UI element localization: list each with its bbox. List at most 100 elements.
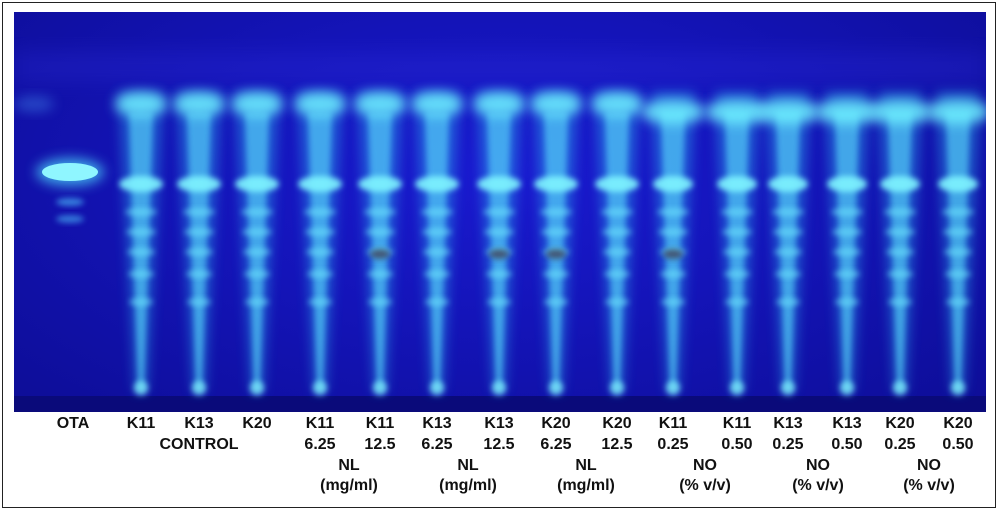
- ota-standard-lane: [14, 96, 104, 223]
- lane-minor-band: [773, 228, 803, 236]
- lane-main-band: [477, 176, 521, 192]
- lane-minor-band: [946, 298, 970, 306]
- lane-minor-band: [125, 208, 157, 216]
- lane-main-band: [235, 176, 279, 192]
- concentration-label: 6.25: [540, 436, 572, 453]
- lane-minor-band: [832, 228, 862, 236]
- lane-minor-band: [308, 298, 332, 306]
- lane-main-band: [880, 176, 920, 192]
- lane-label: K13: [484, 415, 514, 432]
- tlc-plate-photo: [14, 12, 986, 412]
- lane-main-band: [415, 176, 459, 192]
- lane-top-band: [115, 92, 167, 116]
- lane-minor-band: [129, 298, 153, 306]
- concentration-label: 0.25: [884, 436, 916, 453]
- lane-dark-spot: [370, 249, 390, 259]
- group-name-label: NL: [575, 457, 597, 474]
- lane-minor-band: [725, 298, 749, 306]
- concentration-label: 0.50: [831, 436, 863, 453]
- lane-label: K11: [126, 415, 156, 432]
- lane-minor-band: [724, 270, 750, 278]
- concentration-label: 0.25: [657, 436, 689, 453]
- lane-main-band: [358, 176, 402, 192]
- lane-minor-band: [884, 208, 916, 216]
- lane-minor-band: [486, 270, 512, 278]
- tlc-plate-image: [14, 52, 986, 412]
- lane-label: K13: [184, 415, 214, 432]
- concentration-label: 6.25: [304, 436, 336, 453]
- lane-minor-band: [186, 270, 212, 278]
- lane-minor-band: [305, 228, 335, 236]
- lane-main-band: [119, 176, 163, 192]
- lane-minor-band: [723, 248, 751, 256]
- lane-origin-spot: [549, 381, 563, 395]
- lane-minor-band: [245, 298, 269, 306]
- lane-label: K11: [658, 415, 688, 432]
- lane-minor-band: [307, 270, 333, 278]
- lane-label: K11: [305, 415, 335, 432]
- lane-dark-spot: [489, 249, 509, 259]
- lane-top-band: [705, 100, 769, 124]
- lane-minor-band: [423, 248, 451, 256]
- lane-minor-band: [660, 270, 686, 278]
- lane-main-band: [827, 176, 867, 192]
- group-name-label: NO: [806, 457, 830, 474]
- concentration-label: 12.5: [364, 436, 396, 453]
- lane-minor-band: [424, 270, 450, 278]
- lane-main-band: [653, 176, 693, 192]
- lane-minor-band: [604, 270, 630, 278]
- lane-origin-spot: [492, 381, 506, 395]
- lane-minor-band: [241, 208, 273, 216]
- lane-origin-spot: [893, 381, 907, 395]
- lane-minor-band: [601, 208, 633, 216]
- lane-minor-band: [304, 208, 336, 216]
- concentration-label: 6.25: [421, 436, 453, 453]
- lane-origin-spot: [430, 381, 444, 395]
- lane-origin-spot: [250, 381, 264, 395]
- lane-minor-band: [888, 298, 912, 306]
- lane-minor-band: [658, 228, 688, 236]
- lane-minor-band: [831, 208, 863, 216]
- lane-label: K13: [422, 415, 452, 432]
- lane-label: K13: [832, 415, 862, 432]
- lane-minor-band: [126, 228, 156, 236]
- lane-minor-band: [885, 228, 915, 236]
- lane-label: K20: [242, 415, 272, 432]
- group-unit-label: (mg/ml): [320, 477, 378, 494]
- lane-minor-band: [661, 298, 685, 306]
- lane-minor-band: [943, 228, 973, 236]
- lane-origin-spot: [610, 381, 624, 395]
- lane-minor-band: [540, 208, 572, 216]
- group-unit-label: (% v/v): [792, 477, 844, 494]
- group-unit-label: (% v/v): [903, 477, 955, 494]
- lane-origin-spot: [134, 381, 148, 395]
- lane-main-band: [717, 176, 757, 192]
- lane-minor-band: [541, 228, 571, 236]
- lane-label: K11: [365, 415, 395, 432]
- lane-main-band: [938, 176, 978, 192]
- lane-minor-band: [184, 228, 214, 236]
- solvent-front: [14, 52, 986, 82]
- lane-minor-band: [487, 298, 511, 306]
- lane-minor-band: [772, 208, 804, 216]
- lane-origin-spot: [781, 381, 795, 395]
- concentration-label: 0.50: [721, 436, 753, 453]
- group-unit-label: (mg/ml): [439, 477, 497, 494]
- lane-minor-band: [602, 228, 632, 236]
- lane-main-band: [595, 176, 639, 192]
- lane-minor-band: [244, 270, 270, 278]
- group-name-label: NO: [693, 457, 717, 474]
- ota-spot: [42, 163, 98, 181]
- lane-label-ota: OTA: [56, 415, 90, 432]
- lane-minor-band: [243, 248, 271, 256]
- control-label: CONTROL: [159, 436, 239, 453]
- lane-top-band: [530, 92, 582, 116]
- lane-origin-spot: [951, 381, 965, 395]
- lane-top-band: [641, 100, 705, 124]
- lane-top-band: [411, 92, 463, 116]
- lane-minor-band: [886, 248, 914, 256]
- lane-minor-band: [367, 270, 393, 278]
- lane-minor-band: [484, 228, 514, 236]
- lane-label: K11: [722, 415, 752, 432]
- lane-minor-band: [242, 228, 272, 236]
